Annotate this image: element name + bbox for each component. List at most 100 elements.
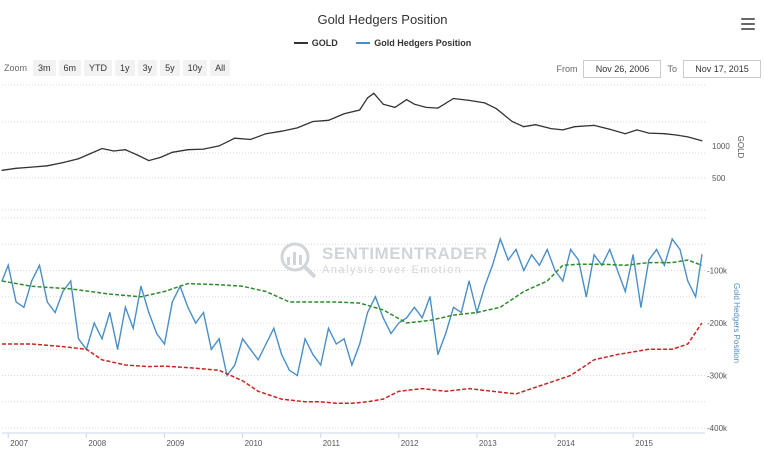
gold-point [202, 148, 205, 150]
hedgers-point [226, 374, 228, 377]
hedgers-point [140, 285, 142, 287]
hedgers-y-axis-label: Gold Hedgers Position [732, 283, 741, 363]
watermark-line2: Analysis over Emotion [322, 264, 463, 276]
hedgers-point [281, 353, 283, 356]
hedgers-point [554, 269, 556, 272]
hedgers-point [31, 280, 33, 282]
gold-point [523, 126, 525, 128]
hedgers-point [695, 296, 697, 298]
gold-point [77, 158, 80, 160]
x-tick-label: 2007 [10, 439, 28, 448]
hedgers-point [218, 338, 220, 340]
hedgers-point [320, 364, 322, 366]
gold-point [312, 120, 314, 123]
gold-point [148, 160, 150, 162]
gold-point [675, 134, 677, 136]
gold-point [373, 92, 375, 94]
gold-point [511, 120, 513, 123]
hedgers-point [148, 311, 150, 314]
gold-point [113, 150, 115, 152]
hedgers-point [562, 280, 564, 282]
x-tick-label: 2014 [557, 439, 575, 448]
gold-point [495, 108, 498, 110]
watermark: SENTIMENTRADER Analysis over Emotion [278, 240, 488, 280]
hedgers-point [132, 327, 134, 329]
gold-point [218, 145, 220, 147]
hedgers-y-tick: -200k [707, 319, 728, 328]
gold-point [382, 103, 384, 105]
zoom-button-10y[interactable]: 10y [182, 60, 208, 76]
hedgers-point [624, 290, 626, 293]
zoom-button-all[interactable]: All [210, 60, 231, 76]
gold-point [234, 137, 236, 139]
hedgers-point [413, 306, 416, 308]
gold-y-tick: 1000 [712, 142, 730, 151]
hedgers-point [382, 317, 384, 319]
hedgers-point [437, 353, 439, 356]
zoom-button-3y[interactable]: 3y [137, 60, 158, 76]
gold-point [327, 119, 330, 121]
gold-point [62, 161, 64, 164]
legend-label-hedgers: Gold Hedgers Position [374, 38, 472, 48]
range-from-label: From [556, 64, 578, 74]
hedgers-point [366, 311, 369, 314]
gold-point [425, 106, 427, 109]
hedgers-point [15, 301, 17, 303]
gold-point [593, 124, 595, 126]
hedgers-point [701, 254, 703, 256]
hedgers-point [445, 332, 447, 335]
hedgers-point [484, 285, 486, 287]
hedgers-point [70, 280, 72, 282]
gold-point [550, 127, 552, 130]
legend-label-gold: GOLD [311, 38, 338, 48]
zoom-button-1y[interactable]: 1y [115, 60, 135, 76]
hedgers-point [210, 348, 212, 350]
hedgers-point [546, 248, 548, 251]
gold-point [159, 156, 162, 159]
upper-threshold-line [1, 259, 703, 324]
gold-point [534, 124, 537, 126]
gold-point [437, 107, 439, 109]
hedgers-point [23, 306, 25, 308]
hedgers-point [62, 290, 64, 293]
gold-y-axis-label: GOLD [736, 136, 745, 159]
hedgers-point [632, 254, 634, 256]
gold-point [136, 154, 138, 156]
hedgers-point [655, 248, 658, 251]
hedgers-point [351, 364, 353, 366]
hamburger-menu-icon[interactable] [741, 18, 755, 30]
legend-item-hedgers[interactable]: Gold Hedgers Position [356, 38, 471, 48]
gold-point [406, 99, 408, 101]
watermark-line1: SENTIMENTRADER [322, 244, 488, 263]
hedgers-point [156, 332, 158, 335]
zoom-button-6m[interactable]: 6m [58, 60, 82, 76]
hedgers-point [374, 296, 376, 298]
hedgers-point [530, 254, 533, 256]
hedgers-point [671, 238, 673, 240]
hedgers-point [241, 338, 244, 340]
zoom-button-3m[interactable]: 3m [33, 60, 56, 76]
hedgers-point [187, 306, 189, 308]
zoom-button-5y[interactable]: 5y [160, 60, 180, 76]
hedgers-y-tick: -400k [707, 424, 728, 433]
range-from-input[interactable]: Nov 26, 2006 [583, 60, 662, 78]
gold-point [101, 147, 103, 150]
gold-series-line [1, 92, 703, 171]
legend-item-gold[interactable]: GOLD [293, 38, 338, 48]
legend-swatch-gold [293, 42, 308, 44]
hedgers-point [38, 264, 41, 266]
hedgers-point [257, 359, 259, 361]
gold-point [562, 129, 564, 131]
gold-point [89, 152, 91, 155]
range-to-input[interactable]: Nov 17, 2015 [683, 60, 761, 78]
hedgers-point [640, 306, 642, 308]
hedgers-point [585, 296, 587, 298]
zoom-button-ytd[interactable]: YTD [84, 60, 113, 76]
watermark-magnifier-icon [280, 242, 317, 279]
hedgers-point [359, 343, 361, 345]
hedgers-point [538, 264, 541, 266]
hedgers-point [648, 259, 650, 261]
gold-point [359, 109, 361, 111]
gold-point [573, 126, 576, 128]
